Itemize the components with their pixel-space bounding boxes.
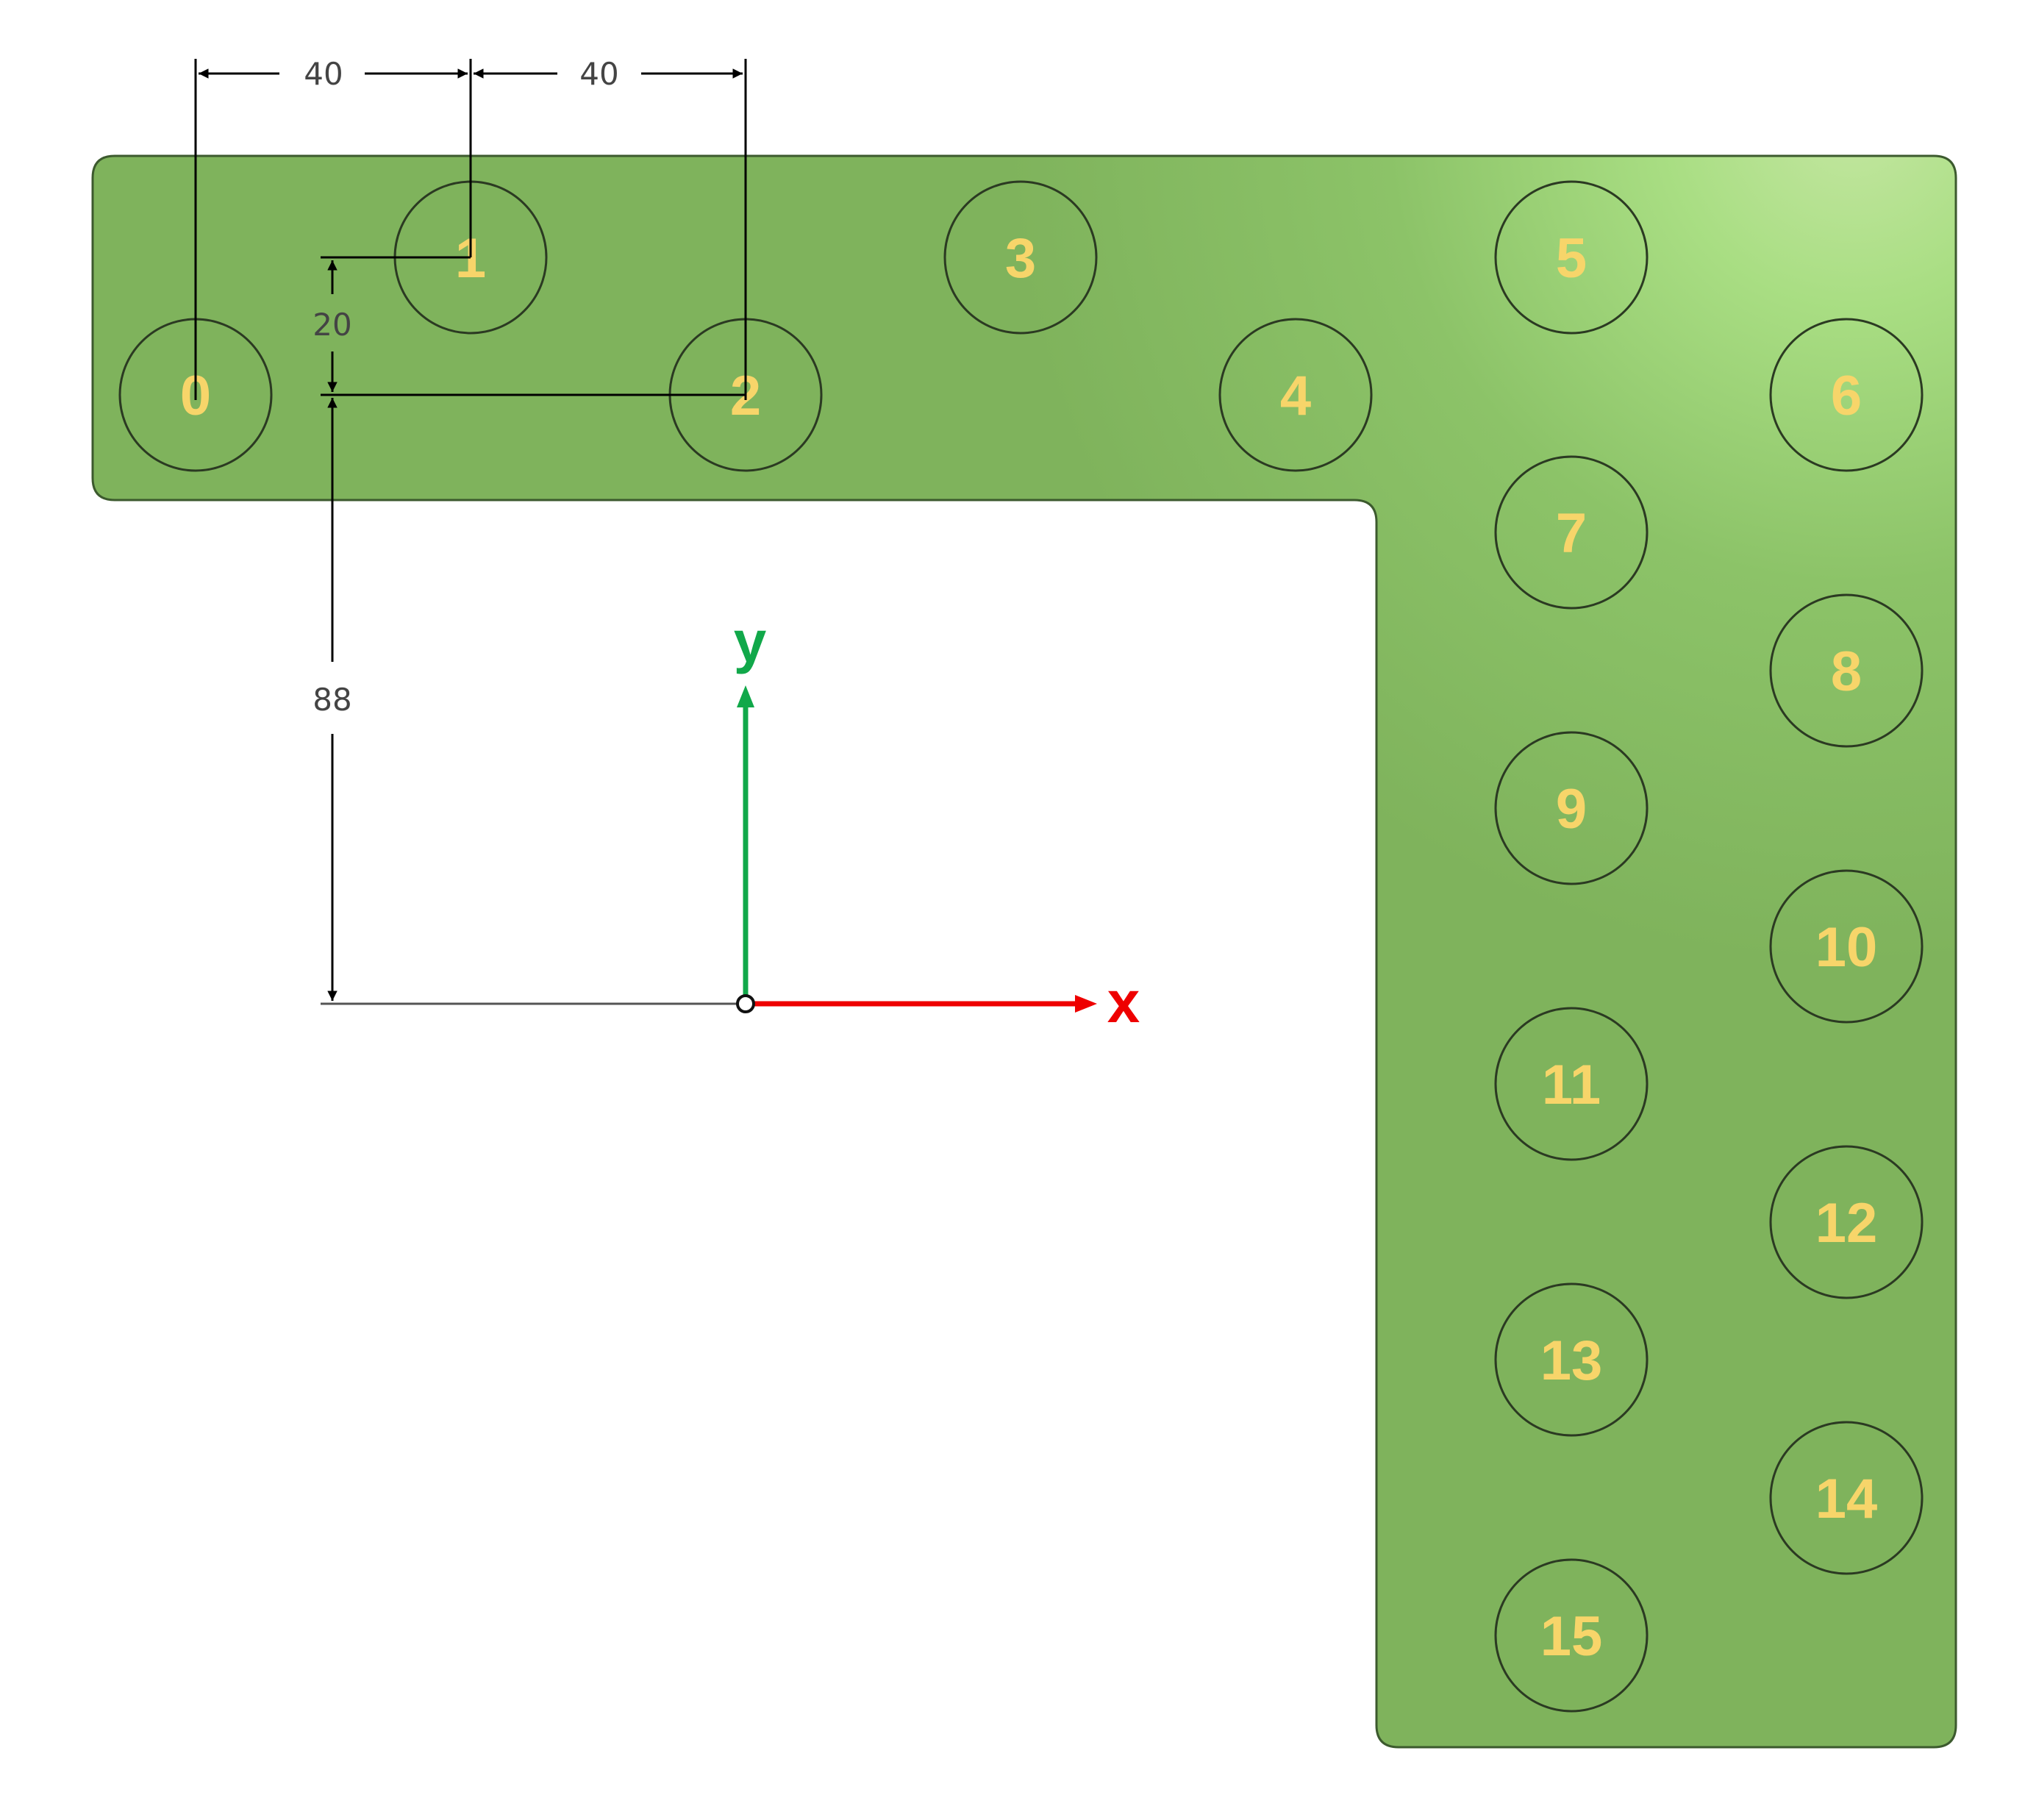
hole-circle <box>1494 1007 1649 1161</box>
dimension-pitch-x-2 <box>474 59 747 400</box>
hole-circle <box>943 180 1098 335</box>
hole-circle <box>1769 1145 1924 1299</box>
hole-label: 13 <box>1540 1330 1603 1392</box>
hole-4: 4 <box>1218 318 1373 472</box>
hole-label: 5 <box>1556 227 1587 290</box>
hole-label: 9 <box>1556 778 1587 841</box>
hole-circle <box>1769 593 1924 748</box>
hole-label: 8 <box>1831 640 1862 703</box>
hole-circle <box>1494 1282 1649 1437</box>
hole-circle <box>1218 318 1373 472</box>
hole-label: 6 <box>1831 365 1862 427</box>
dimension-label-row-to-origin: 88 <box>312 682 351 718</box>
hole-8: 8 <box>1769 593 1924 748</box>
dimension-pitch-x-1 <box>194 59 472 400</box>
y-axis-label: y <box>734 609 767 674</box>
hole-label: 14 <box>1815 1468 1878 1530</box>
hole-3: 3 <box>943 180 1098 335</box>
hole-label: 11 <box>1542 1054 1601 1116</box>
dimension-label-pitch-x-1: 40 <box>304 56 343 92</box>
hole-circle <box>1769 318 1924 472</box>
hole-circle <box>1769 869 1924 1024</box>
x-axis-arrowhead <box>1075 995 1097 1013</box>
hole-9: 9 <box>1494 731 1649 885</box>
dimension-row-to-origin <box>321 398 746 1005</box>
x-axis-label: x <box>1107 969 1140 1035</box>
hole-15: 15 <box>1494 1558 1649 1713</box>
hole-label: 12 <box>1815 1192 1878 1255</box>
origin-marker <box>736 994 755 1013</box>
hole-circle <box>1769 1421 1924 1575</box>
hole-label: 3 <box>1005 227 1036 290</box>
hole-6: 6 <box>1769 318 1924 472</box>
hole-circle <box>1494 731 1649 885</box>
hole-label: 4 <box>1280 365 1311 427</box>
hole-circle <box>1494 455 1649 610</box>
hole-label: 15 <box>1540 1605 1603 1668</box>
y-axis-arrowhead <box>737 685 754 707</box>
dimension-label-row-offset: 20 <box>312 307 351 343</box>
dimension-row-offset <box>321 256 746 396</box>
hole-14: 14 <box>1769 1421 1924 1575</box>
hole-label: 10 <box>1815 916 1878 979</box>
hole-13: 13 <box>1494 1282 1649 1437</box>
hole-5: 5 <box>1494 180 1649 335</box>
hole-circle <box>1494 180 1649 335</box>
dimension-label-pitch-x-2: 40 <box>579 56 618 92</box>
hole-11: 11 <box>1494 1007 1649 1161</box>
hole-12: 12 <box>1769 1145 1924 1299</box>
hole-circle <box>1494 1558 1649 1713</box>
hole-7: 7 <box>1494 455 1649 610</box>
coordinate-axes: y x <box>734 609 1140 1035</box>
hole-label: 7 <box>1556 502 1587 565</box>
hole-10: 10 <box>1769 869 1924 1024</box>
l-plate <box>91 154 1957 1749</box>
